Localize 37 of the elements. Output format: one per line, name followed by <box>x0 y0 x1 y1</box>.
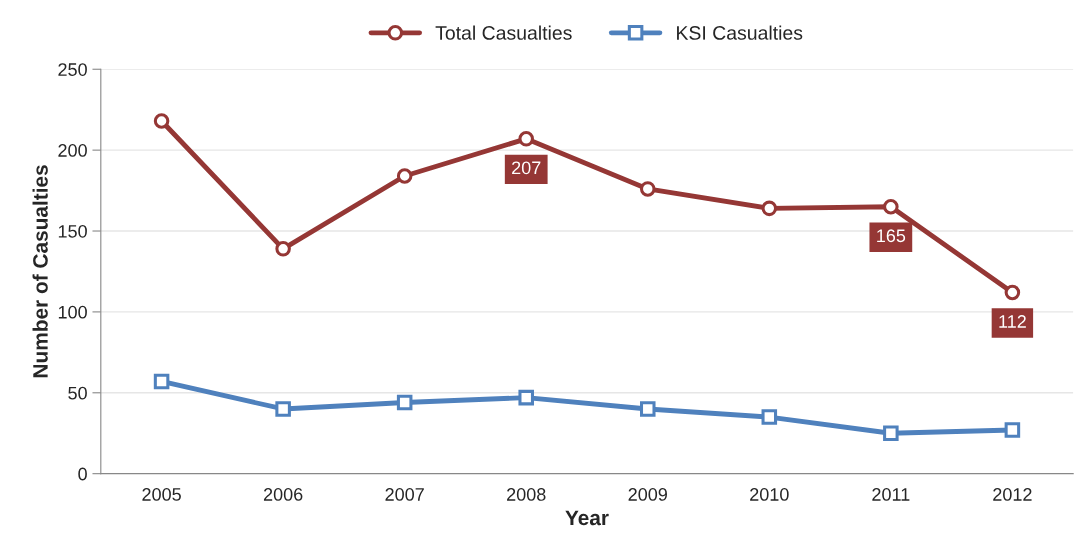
y-tick-label: 150 <box>58 224 87 238</box>
y-tick-label: 200 <box>58 144 87 157</box>
point <box>153 373 170 390</box>
x-tick-label: 2010 <box>750 488 789 501</box>
point <box>518 131 534 147</box>
point <box>1004 422 1021 438</box>
x-tick-label: 2006 <box>263 488 303 501</box>
data-label: 112 <box>999 315 1026 328</box>
data-label: 207 <box>512 161 541 175</box>
point <box>396 394 413 411</box>
point <box>275 401 291 417</box>
point <box>518 389 534 406</box>
x-tick-label: 2005 <box>142 488 181 501</box>
point <box>153 113 170 129</box>
x-axis-title: Year <box>565 510 609 526</box>
x-tick-label: 2011 <box>872 488 910 501</box>
x-tick-label: 2007 <box>385 488 424 501</box>
legend-label: KSI Casualties <box>677 25 803 40</box>
y-tick-label: 250 <box>58 63 87 76</box>
point <box>396 168 413 184</box>
y-tick-label: 100 <box>58 305 87 319</box>
point <box>639 401 656 417</box>
y-axis-title: Number of Casualties <box>32 165 48 378</box>
point <box>275 241 291 257</box>
point <box>883 425 899 442</box>
legend-label: Total Casualties <box>435 25 572 40</box>
data-label: 165 <box>877 229 906 243</box>
y-tick-label: 50 <box>68 386 87 400</box>
point <box>639 181 656 197</box>
point <box>1004 284 1021 301</box>
point <box>883 198 899 215</box>
x-tick-label: 2008 <box>507 488 546 501</box>
x-tick-label: 2009 <box>628 488 667 501</box>
point <box>761 200 778 217</box>
y-tick-label: 0 <box>78 467 87 481</box>
x-tick-label: 2012 <box>993 488 1032 501</box>
point <box>761 409 778 425</box>
